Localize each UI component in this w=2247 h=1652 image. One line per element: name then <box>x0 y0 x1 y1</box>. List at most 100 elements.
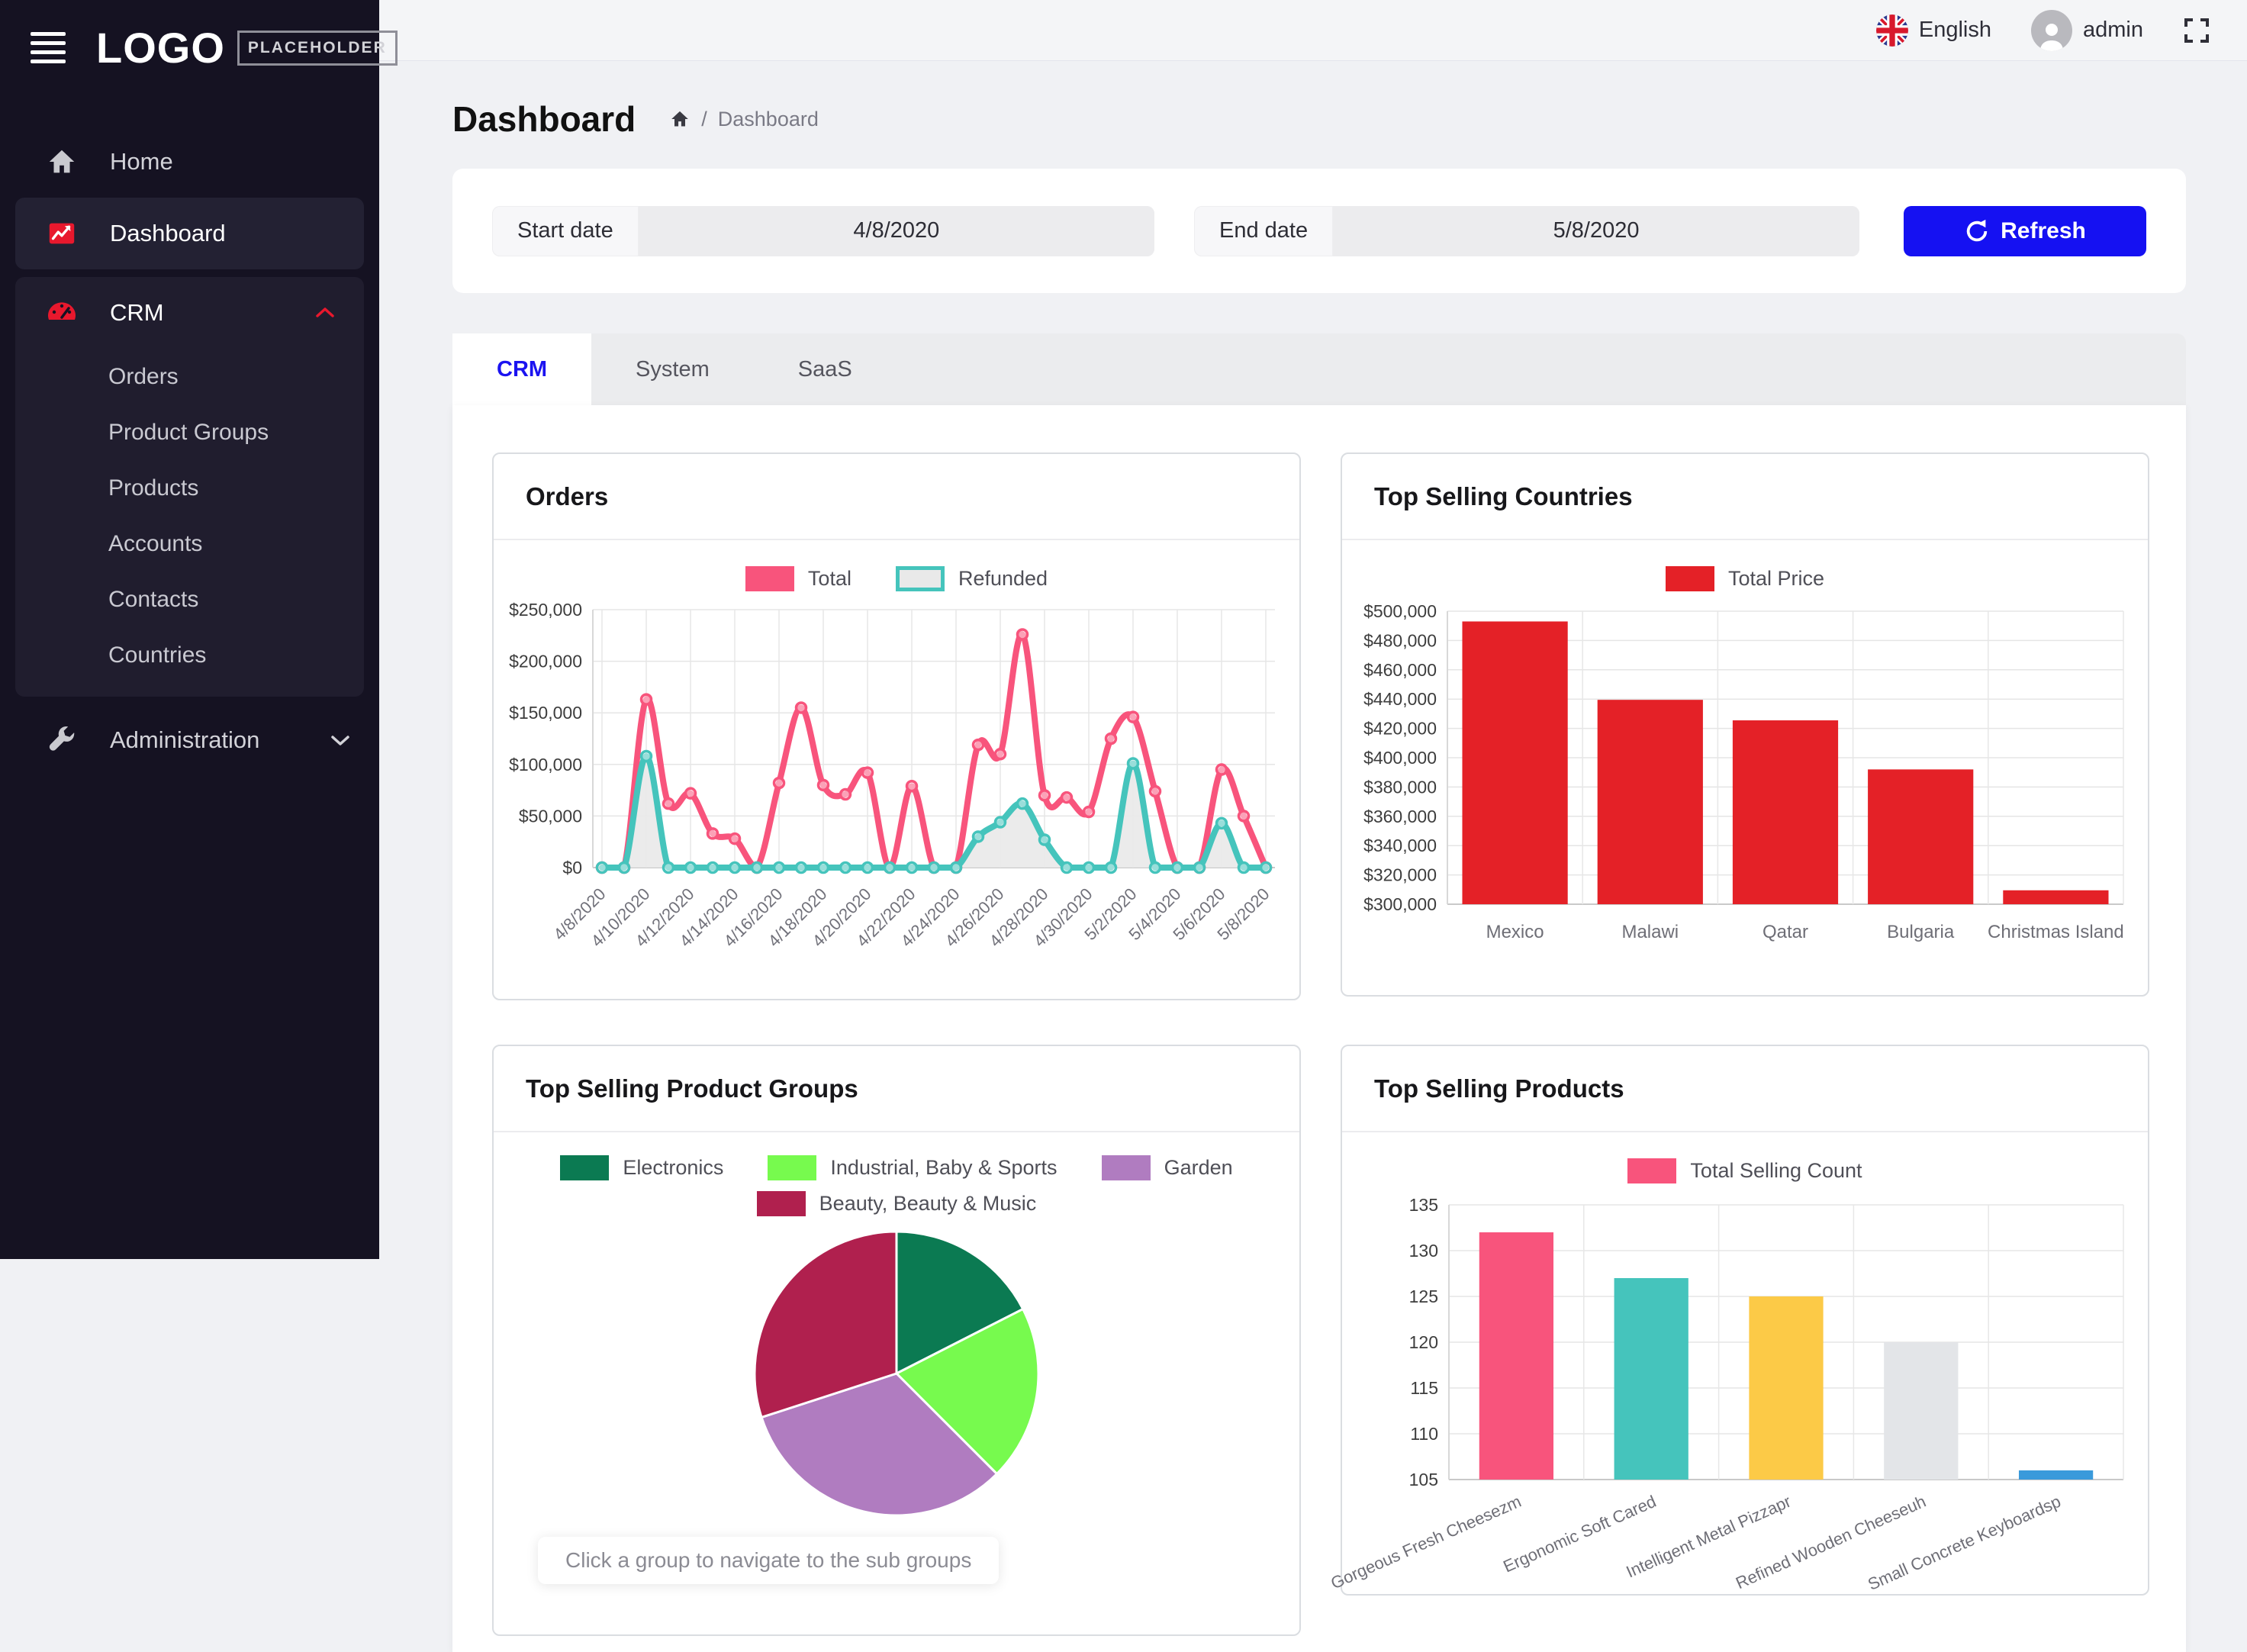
legend-swatch <box>1627 1158 1677 1183</box>
topbar: English admin <box>379 0 2247 61</box>
bar-Malawi[interactable] <box>1597 700 1703 904</box>
sidebar-item-administration[interactable]: Administration <box>15 704 364 776</box>
bar-Small Concrete Keyboardsp[interactable] <box>2018 1470 2094 1480</box>
sidebar-item-contacts[interactable]: Contacts <box>15 572 364 627</box>
home-icon <box>44 146 79 178</box>
logo: LOGO <box>96 24 225 72</box>
bar-Qatar[interactable] <box>1732 720 1839 904</box>
svg-text:Christmas Island: Christmas Island <box>1988 922 2124 942</box>
bar-Mexico[interactable] <box>1462 621 1568 904</box>
products-card: Top Selling Products Total Selling Count… <box>1328 1045 2149 1596</box>
sidebar-item-product-groups[interactable]: Product Groups <box>15 404 364 460</box>
product-groups-card-title: Top Selling Product Groups <box>526 1074 858 1103</box>
legend-item[interactable]: Electronics <box>560 1155 723 1180</box>
svg-text:$440,000: $440,000 <box>1363 689 1437 709</box>
bar-Bulgaria[interactable] <box>1868 769 1974 904</box>
svg-text:125: 125 <box>1409 1286 1438 1306</box>
countries-plot: $300,000 $320,000 $340,000 $360,000 $380,000… <box>1363 601 2124 942</box>
legend-item[interactable]: Refunded <box>895 566 1048 591</box>
user-menu[interactable]: admin <box>1991 9 2143 51</box>
pie-hint: Click a group to navigate to the sub gro… <box>538 1537 1000 1584</box>
svg-text:120: 120 <box>1409 1332 1438 1352</box>
chart-line-icon <box>44 217 79 250</box>
fullscreen-icon[interactable] <box>2183 17 2210 44</box>
pie-slice-Beauty, Beauty & Music[interactable] <box>753 1230 898 1419</box>
chevron-up-icon <box>314 299 336 327</box>
legend-label: Industrial, Baby & Sports <box>830 1156 1058 1179</box>
sidebar-item-label: Countries <box>108 642 207 668</box>
sidebar-item-label: Product Groups <box>108 419 269 445</box>
refresh-button[interactable]: Refresh <box>1904 205 2146 256</box>
brand: LOGO PLACEHOLDER <box>0 0 398 72</box>
chevron-down-icon <box>329 726 352 754</box>
svg-text:$400,000: $400,000 <box>1363 748 1437 768</box>
svg-text:$0: $0 <box>562 858 582 878</box>
svg-text:$250,000: $250,000 <box>509 600 582 620</box>
legend-item[interactable]: Total Selling Count <box>1627 1158 1862 1183</box>
legend-swatch <box>1665 566 1714 591</box>
legend-label: Total Price <box>1727 567 1825 590</box>
start-date-input[interactable] <box>638 205 1154 256</box>
language-selector[interactable]: English <box>1875 14 1991 47</box>
bar-Gorgeous Fresh Cheesezm[interactable] <box>1479 1232 1554 1480</box>
sidebar-item-label: Products <box>108 475 199 501</box>
pie-slice-Electronics[interactable] <box>895 1230 1025 1376</box>
svg-text:$320,000: $320,000 <box>1363 865 1437 885</box>
products-plot: 105 110 115 120 125 130 135 Gorgeous Fresh Chee… <box>1328 1195 2124 1594</box>
sidebar-item-label: Administration <box>110 726 260 753</box>
svg-text:110: 110 <box>1410 1424 1438 1444</box>
legend-item[interactable]: Garden <box>1101 1155 1233 1180</box>
svg-text:Mexico: Mexico <box>1486 922 1544 942</box>
sidebar-item-products[interactable]: Products <box>15 460 364 516</box>
pie-slice-Industrial, Baby & Sports[interactable] <box>894 1307 1040 1476</box>
page-title: Dashboard <box>452 99 636 139</box>
product-groups-legend: Electronics Industrial, Baby & Sports Gard… <box>560 1155 1233 1216</box>
logo-badge: PLACEHOLDER <box>237 30 398 66</box>
legend-item[interactable]: Total <box>745 566 851 591</box>
end-date-input[interactable] <box>1333 205 1859 256</box>
hamburger-menu-icon[interactable] <box>31 32 66 63</box>
legend-item[interactable]: Total Price <box>1665 566 1825 591</box>
end-date-label: End date <box>1194 205 1334 256</box>
orders-card-title: Orders <box>526 481 609 510</box>
sidebar-item-label: Home <box>110 148 173 175</box>
bar-Refined Wooden Cheeseuh[interactable] <box>1884 1342 1959 1480</box>
legend-row: Beauty, Beauty & Music <box>756 1191 1037 1216</box>
sidebar-item-countries[interactable]: Countries <box>15 627 364 683</box>
bar-Intelligent Metal Pizzapr[interactable] <box>1749 1296 1824 1480</box>
refresh-icon <box>1966 219 1988 241</box>
tab-crm[interactable]: CRM <box>452 333 592 405</box>
bar-Ergonomic Soft Cared[interactable] <box>1614 1278 1688 1480</box>
refunded-area <box>602 755 1266 868</box>
breadcrumb-home-icon[interactable] <box>669 108 691 130</box>
legend-label: Beauty, Beauty & Music <box>819 1192 1037 1215</box>
pie-slice-Garden[interactable] <box>760 1372 999 1517</box>
sidebar-item-label: Orders <box>108 363 179 389</box>
sidebar-group-crm: CRM Orders Product Groups Products Accou… <box>15 277 364 697</box>
tab-system[interactable]: System <box>636 356 710 382</box>
svg-text:$300,000: $300,000 <box>1363 894 1437 914</box>
tab-saas[interactable]: SaaS <box>797 356 852 382</box>
legend-label: Garden <box>1164 1156 1233 1179</box>
legend-label: Total Selling Count <box>1690 1159 1862 1182</box>
bar-Christmas Island[interactable] <box>2003 890 2109 904</box>
svg-text:$100,000: $100,000 <box>509 755 582 774</box>
avatar <box>2031 9 2072 51</box>
svg-text:$340,000: $340,000 <box>1363 836 1437 855</box>
svg-text:$420,000: $420,000 <box>1363 719 1437 739</box>
sidebar-item-accounts[interactable]: Accounts <box>15 516 364 572</box>
sidebar-item-dashboard[interactable]: Dashboard <box>15 198 364 269</box>
sidebar-item-label: CRM <box>110 299 164 326</box>
sidebar-item-crm[interactable]: CRM <box>15 277 364 349</box>
start-date-label: Start date <box>492 205 639 256</box>
tabs: CRM System SaaS <box>452 333 2186 405</box>
sidebar-item-home[interactable]: Home <box>15 126 364 198</box>
sidebar: LOGO PLACEHOLDER Home Dashboard <box>0 0 398 1259</box>
svg-text:$50,000: $50,000 <box>519 806 582 826</box>
legend-item[interactable]: Beauty, Beauty & Music <box>756 1191 1037 1216</box>
legend-item[interactable]: Industrial, Baby & Sports <box>768 1155 1058 1180</box>
sidebar-item-orders[interactable]: Orders <box>15 349 364 404</box>
legend-swatch <box>745 566 794 591</box>
main-content: Dashboard / Dashboard Start date End dat… <box>379 62 2247 1652</box>
